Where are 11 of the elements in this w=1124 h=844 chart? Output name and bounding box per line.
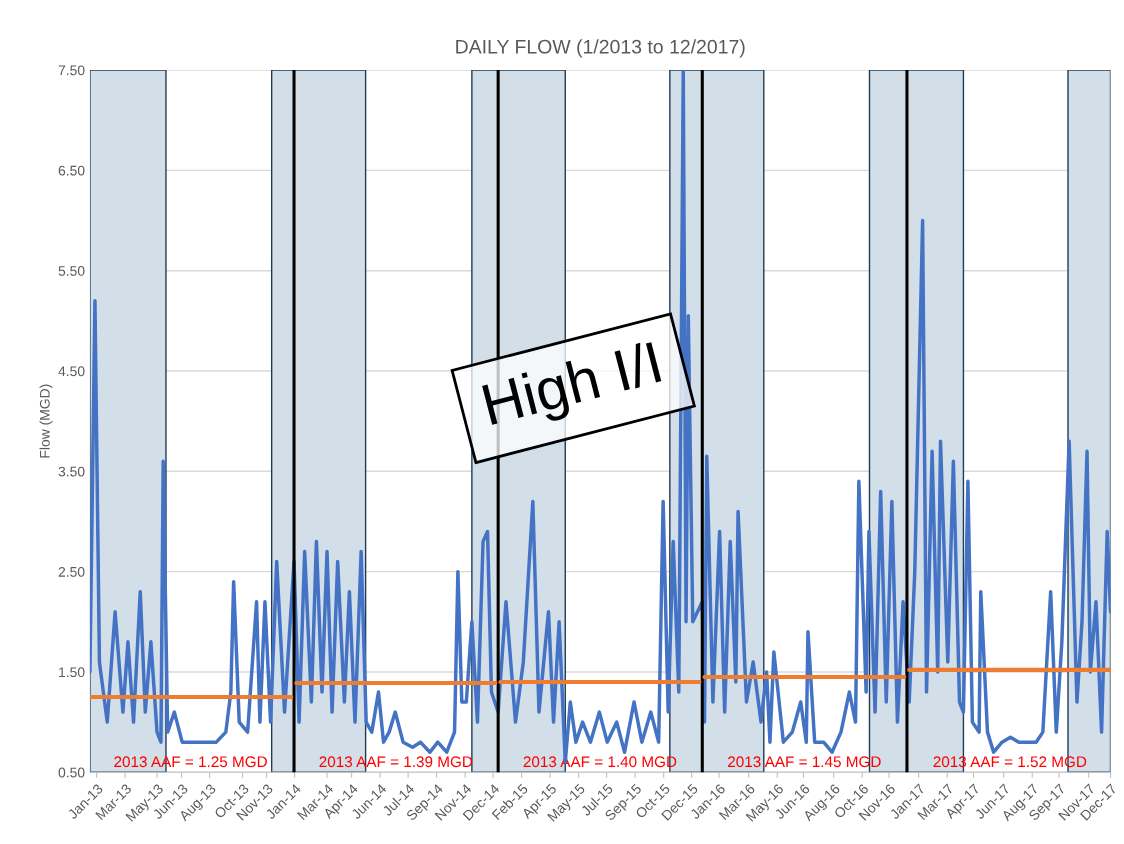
y-tick-label: 0.50: [58, 767, 85, 778]
y-tick-label: 3.50: [58, 466, 85, 477]
y-axis-title: Flow (MGD): [39, 384, 53, 458]
y-tick-label: 4.50: [58, 366, 85, 377]
chart-title: DAILY FLOW (1/2013 to 12/2017): [456, 39, 745, 58]
y-tick-label: 6.50: [58, 165, 85, 176]
y-tick-label: 5.50: [58, 266, 85, 276]
annotation: High I/I: [481, 340, 665, 437]
y-tick-label: 7.50: [58, 65, 85, 76]
y-tick-label: 1.50: [59, 667, 85, 678]
y-tick-label: 2.50: [58, 566, 85, 577]
